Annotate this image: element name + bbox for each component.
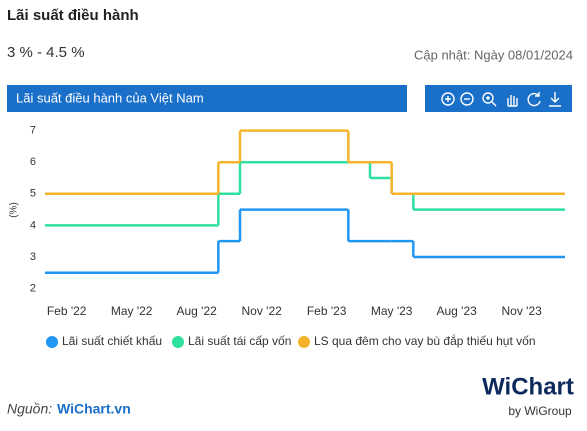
x-tick-label: Feb '23	[307, 304, 347, 318]
x-tick-label: May '23	[371, 304, 413, 318]
zoom-select[interactable]	[482, 92, 497, 107]
logo-sub: by WiGroup	[508, 404, 572, 418]
update-date: Cập nhật: Ngày 08/01/2024	[414, 47, 573, 62]
x-tick-label: Aug '22	[177, 304, 218, 318]
y-tick-label: 6	[30, 156, 36, 168]
source-link[interactable]: WiChart.vn	[57, 401, 131, 417]
zoom-out[interactable]	[460, 92, 474, 106]
y-tick-label: 5	[30, 188, 36, 200]
legend-label: Lãi suất chiết khấu	[62, 334, 162, 348]
chart-header	[7, 85, 407, 112]
y-tick-label: 7	[30, 125, 36, 137]
legend-marker	[46, 336, 58, 348]
y-tick-label: 4	[30, 219, 36, 231]
x-tick-label: Nov '23	[502, 304, 543, 318]
zoom-in[interactable]	[441, 92, 455, 106]
reset[interactable]	[527, 92, 541, 107]
x-tick-label: Feb '22	[47, 304, 87, 318]
legend-label: Lãi suất tái cấp vốn	[188, 334, 291, 348]
source-label: Nguồn:	[7, 401, 52, 417]
chart-title: Lãi suất điều hành của Việt Nam	[16, 90, 204, 105]
pan[interactable]	[507, 95, 518, 107]
x-tick-label: May '22	[111, 304, 153, 318]
rate-range: 3 % - 4.5 %	[7, 44, 85, 61]
x-tick-label: Aug '23	[437, 304, 478, 318]
download[interactable]	[549, 92, 561, 107]
y-axis-label: (%)	[9, 202, 20, 218]
legend-marker	[172, 336, 184, 348]
logo: WiChart	[482, 373, 574, 400]
y-tick-label: 2	[30, 282, 36, 294]
toolbar	[425, 85, 572, 112]
legend-label: LS qua đêm cho vay bù đắp thiếu hụt vốn	[314, 333, 536, 348]
legend-marker	[298, 336, 310, 348]
page-title: Lãi suất điều hành	[7, 7, 139, 24]
y-tick-label: 3	[30, 251, 36, 263]
x-tick-label: Nov '22	[242, 304, 283, 318]
